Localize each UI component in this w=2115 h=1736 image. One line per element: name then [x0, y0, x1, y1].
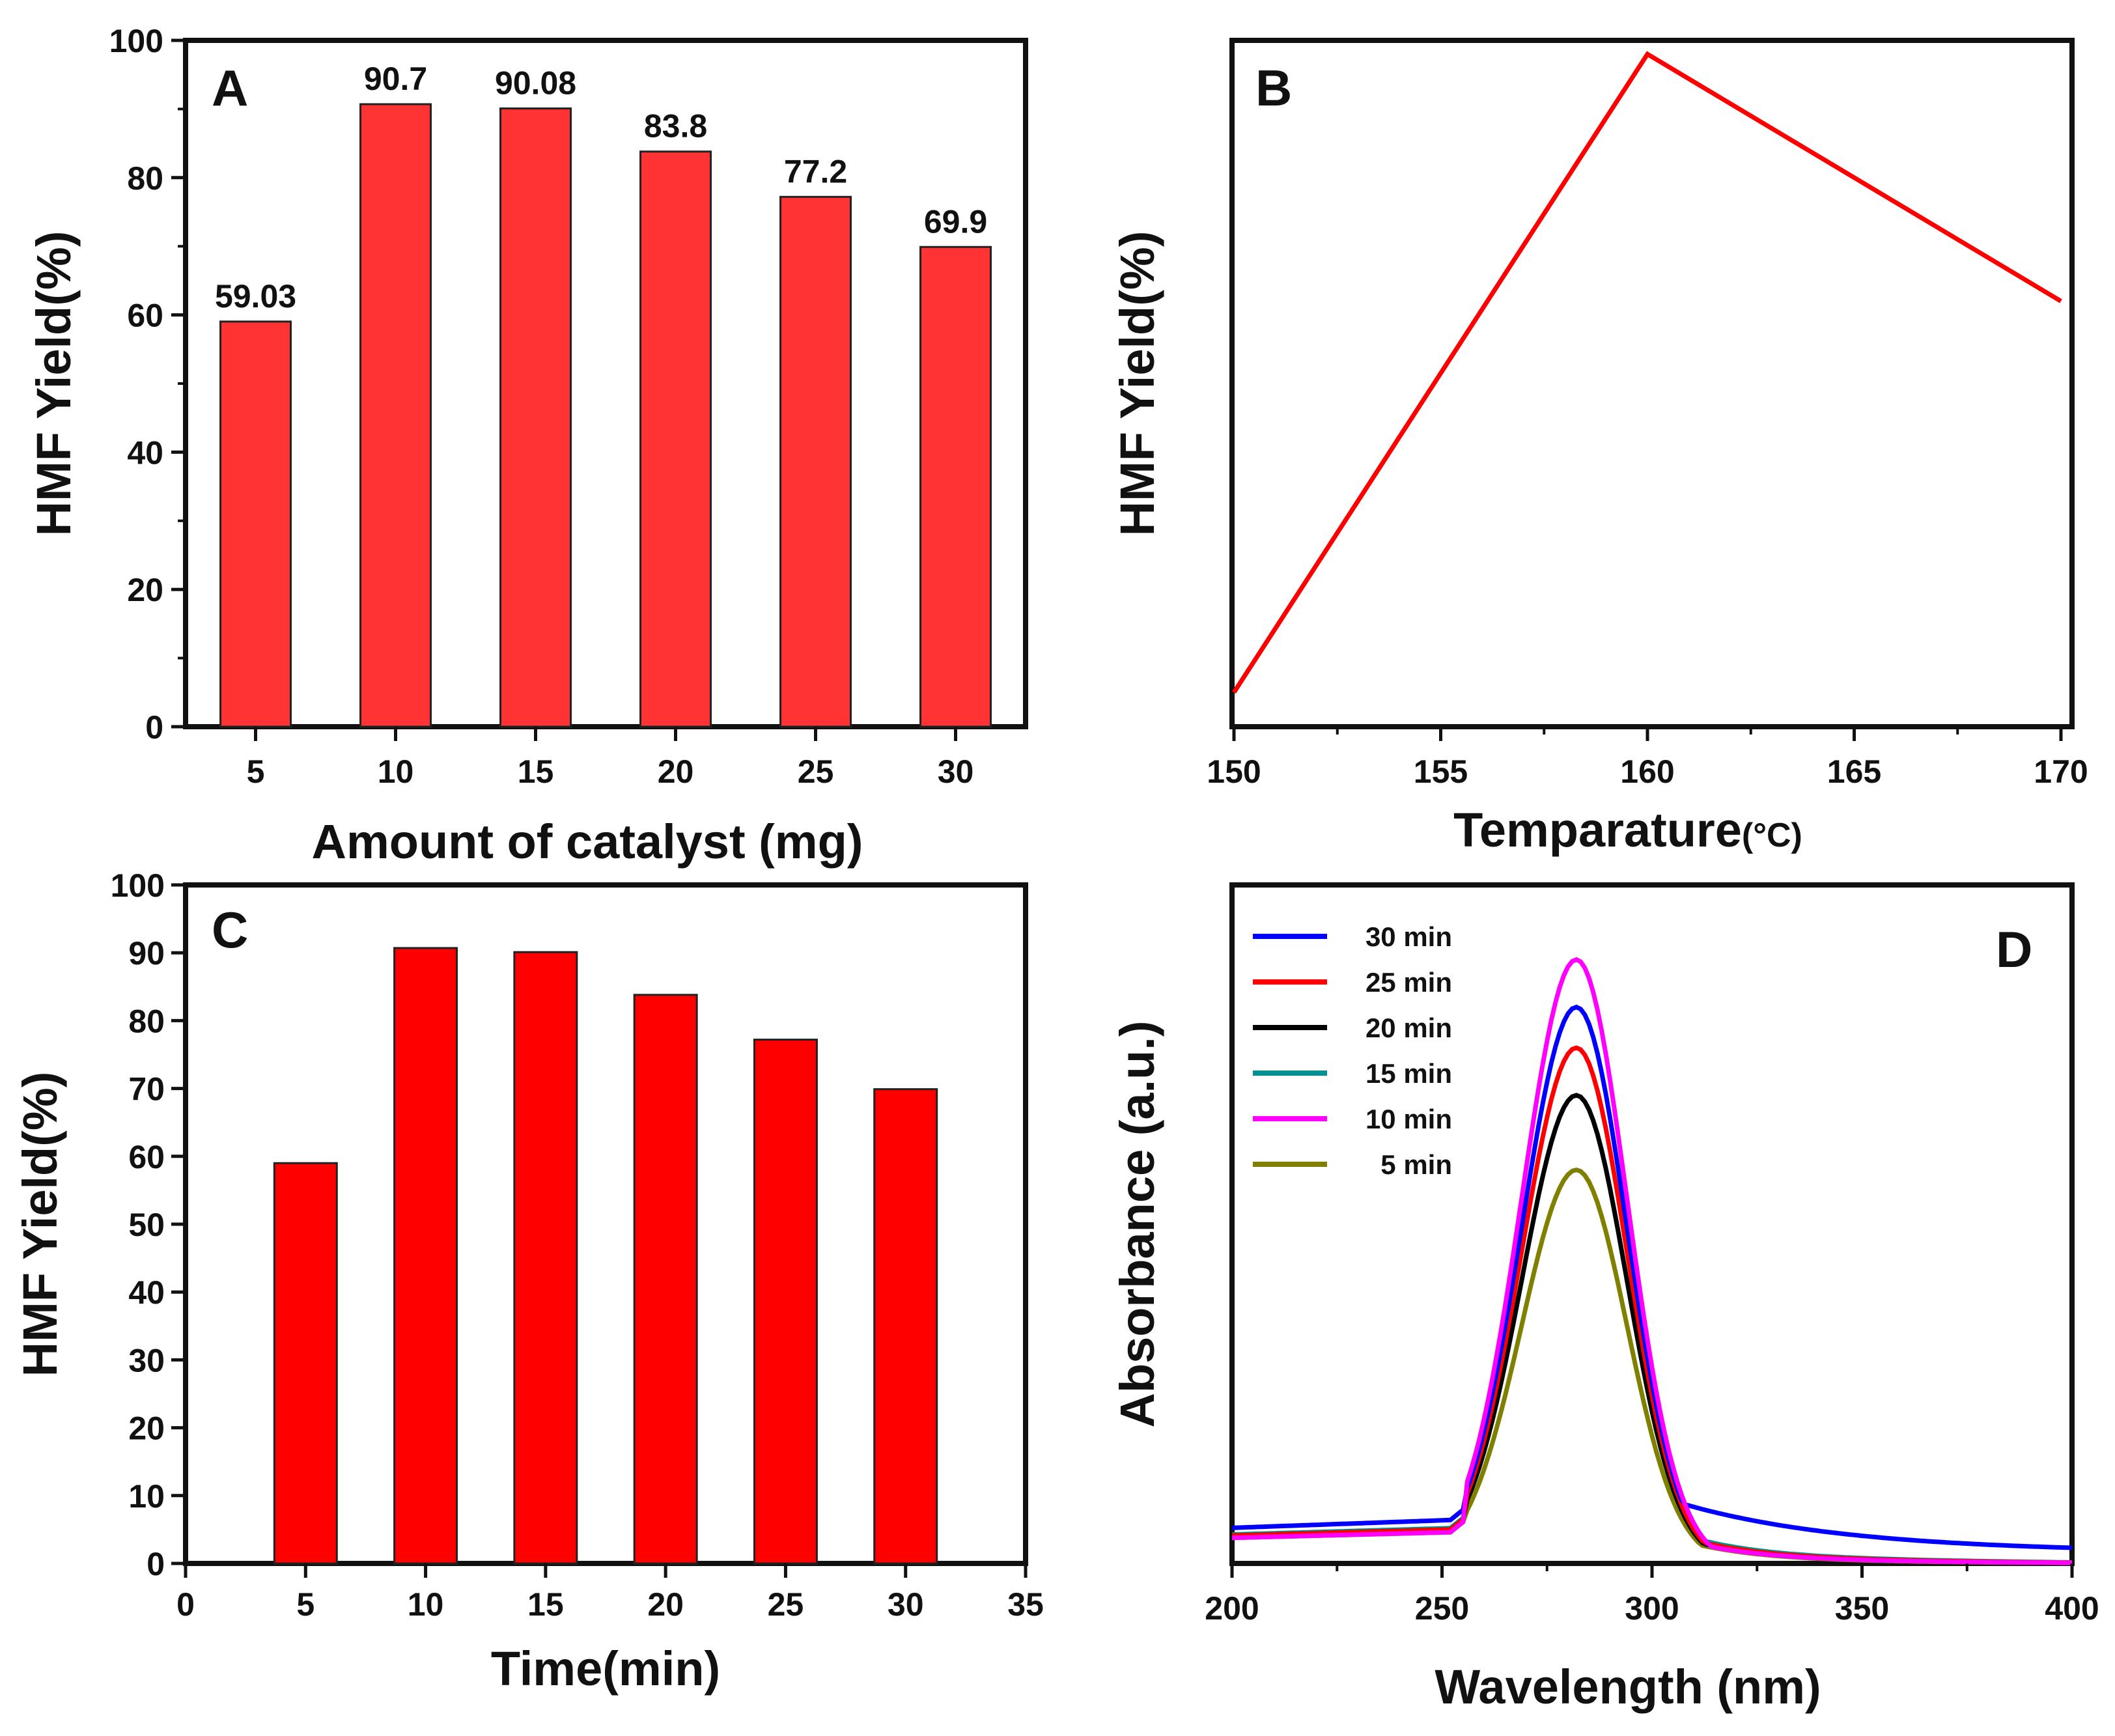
panel-b-ylabel: HMF Yield(%) — [1110, 231, 1164, 537]
panel-c-y-tick-label: 60 — [128, 1139, 165, 1175]
series-line-30-min — [1231, 1004, 2073, 1550]
bar-a-data-label: 77.2 — [784, 153, 847, 189]
bar-a-20 — [639, 150, 712, 728]
panel-c-y-tick-label: 50 — [128, 1207, 165, 1243]
bar-a-30 — [919, 245, 992, 728]
series-line-25-min — [1231, 1045, 2073, 1565]
legend-label: 30 min — [1366, 921, 1452, 952]
bar-c-30 — [873, 1088, 938, 1565]
panel-c-x-tick-label: 0 — [176, 1586, 195, 1623]
panel-c-y-tick-label: 90 — [128, 935, 165, 972]
panel-c-xlabel: Time(min) — [491, 1642, 720, 1696]
series-line-10-min — [1231, 957, 2072, 1565]
panel-d-x-tick-label: 250 — [1415, 1590, 1469, 1627]
panel-d-letter: D — [1996, 921, 2032, 978]
panel-c-x-tick-label: 35 — [1007, 1586, 1044, 1623]
panel-b-x-tick-label: 150 — [1207, 753, 1261, 790]
panel-a-x-tick-label: 5 — [247, 753, 265, 790]
panel-c-x-tick-label: 10 — [408, 1586, 444, 1623]
panel-b-xlabel: Temparature(°C) — [1453, 803, 1802, 857]
panel-a-letter: A — [212, 59, 248, 117]
panel-a-xlabel: Amount of catalyst (mg) — [312, 815, 863, 869]
panel-a-y-tick-label: 80 — [127, 160, 163, 197]
panel-b-series-line — [1232, 51, 2062, 694]
panel-d: 200 250 300 350 400 30 min 25 min 20 min 15 min… — [1110, 882, 2099, 1714]
series-line-20-min — [1231, 1093, 2072, 1565]
panel-d-x-tick-label: 200 — [1205, 1590, 1259, 1627]
panel-d-xlabel: Wavelength (nm) — [1435, 1660, 1821, 1714]
bar-a-data-label: 59.03 — [215, 278, 296, 315]
panel-b-x-tick-label: 160 — [1620, 753, 1674, 790]
panel-a-x-tick-label: 20 — [658, 753, 694, 790]
panel-b-x-tick-label: 170 — [2034, 753, 2088, 790]
panel-b-x-tick-label: 165 — [1827, 753, 1881, 790]
legend-label: 20 min — [1366, 1013, 1452, 1043]
panel-b-xlabel-main: Temparature — [1453, 803, 1742, 857]
panel-a-frame — [183, 38, 1028, 729]
panel-c-y-tick-label: 30 — [128, 1342, 165, 1379]
legend-label: 25 min — [1366, 967, 1452, 998]
panel-c-y-tick-label: 10 — [128, 1478, 165, 1515]
bar-c-20 — [633, 994, 698, 1565]
panel-b: 150 155 160 165 170 B HMF Yield(%) Temparatu… — [1110, 38, 2088, 857]
panel-c-x-tick-label: 25 — [768, 1586, 804, 1623]
panel-c-y-tick-label: 70 — [128, 1071, 165, 1108]
series-line-15-min — [1231, 1093, 2073, 1565]
panel-a-x-tick-label: 30 — [938, 753, 974, 790]
panel-d-x-tick-label: 350 — [1835, 1590, 1889, 1627]
panel-c-y-tick-label: 0 — [147, 1546, 165, 1582]
bar-c-5 — [273, 1162, 338, 1565]
panel-c-letter: C — [212, 901, 248, 959]
panel-c-y-tick-label: 20 — [128, 1410, 165, 1447]
panel-c-y-tick-label: 40 — [128, 1274, 165, 1311]
panel-b-x-tick-label: 155 — [1414, 753, 1468, 790]
panel-c-y-tick-label: 80 — [128, 1003, 165, 1039]
panel-c-ylabel: HMF Yield(%) — [13, 1072, 67, 1377]
panel-c-x-tick-label: 20 — [647, 1586, 684, 1623]
panel-a-y-tick-label: 100 — [109, 23, 163, 59]
legend-label: 5 min — [1380, 1149, 1452, 1180]
panel-d-ylabel: Absorbance (a.u.) — [1110, 1021, 1164, 1428]
bar-a-data-label: 69.9 — [924, 203, 987, 240]
panel-c-y-tick-label: 100 — [111, 867, 165, 904]
panel-a-y-tick-label: 60 — [127, 298, 163, 334]
bar-a-data-label: 90.08 — [495, 65, 576, 102]
panel-a-x-tick-label: 15 — [518, 753, 554, 790]
panel-d-x-tick-label: 300 — [1625, 1590, 1679, 1627]
panel-a-y-tick-label: 40 — [127, 434, 163, 471]
bar-a-data-label: 90.7 — [364, 61, 427, 97]
bar-a-data-label: 83.8 — [644, 108, 707, 145]
bar-c-15 — [513, 951, 578, 1565]
legend-label: 10 min — [1366, 1104, 1452, 1134]
panel-b-frame — [1229, 38, 2075, 729]
panel-d-x-tick-label: 400 — [2045, 1590, 2099, 1627]
panel-c-x-tick-label: 5 — [296, 1586, 315, 1623]
bar-a-5 — [219, 320, 292, 728]
legend-label: 15 min — [1366, 1058, 1452, 1089]
panel-b-xlabel-unit: (°C) — [1742, 817, 1802, 854]
panel-c-x-tick-label: 30 — [888, 1586, 924, 1623]
bar-c-25 — [753, 1039, 818, 1565]
panel-d-frame — [1229, 882, 2075, 1566]
bar-a-25 — [779, 195, 852, 728]
bar-c-10 — [393, 947, 458, 1565]
panel-a-x-tick-label: 25 — [798, 753, 834, 790]
panel-a-x-tick-label: 10 — [378, 753, 414, 790]
panel-a-ylabel: HMF Yield(%) — [27, 231, 81, 537]
bar-a-10 — [359, 103, 432, 728]
panel-a-y-tick-label: 0 — [145, 709, 163, 746]
panel-a-y-tick-label: 20 — [127, 572, 163, 608]
panel-b-letter: B — [1255, 59, 1292, 117]
bar-a-15 — [499, 107, 572, 728]
panel-c-x-tick-label: 15 — [527, 1586, 564, 1623]
